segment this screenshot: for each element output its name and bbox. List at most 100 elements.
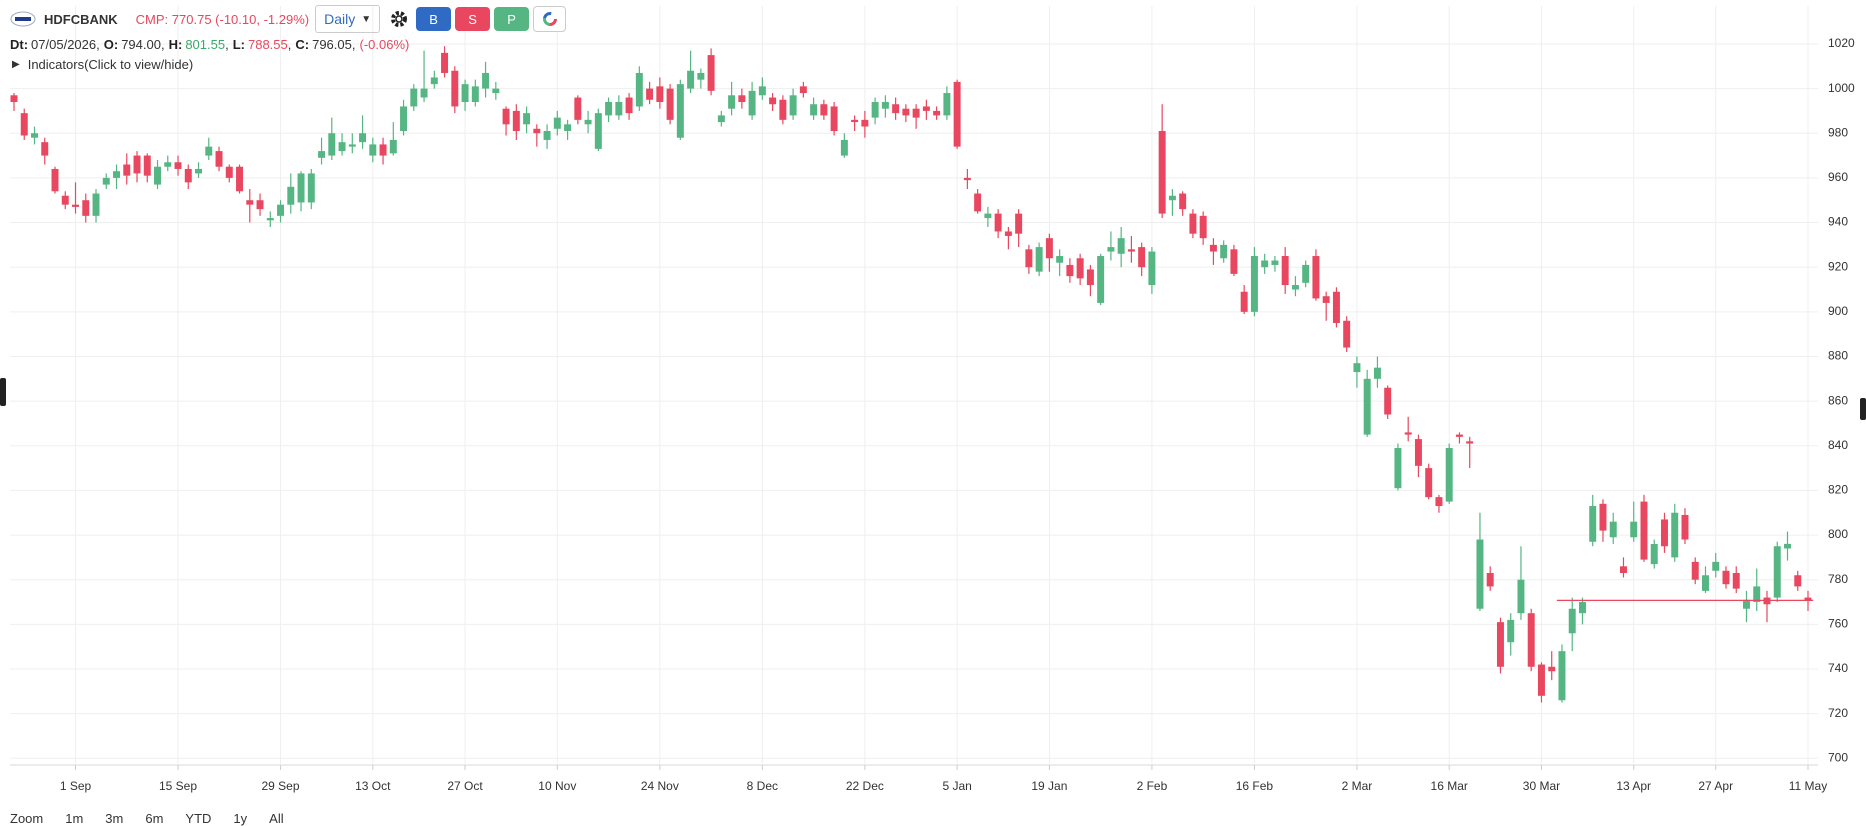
candle-body [1548,666,1556,672]
candle-body [389,139,397,154]
dropdown-arrow: ▼ [361,13,372,25]
candle-body [738,95,746,102]
candle-body [123,164,131,176]
candle-body [799,86,807,94]
candle-body [113,171,120,178]
x-tick-label: 8 Dec [747,779,778,793]
ohlc-separator: , [287,36,292,52]
x-tick-label: 2 Feb [1137,779,1168,793]
ohlc-value: (-0.06%) [359,36,410,52]
candle-body [225,166,233,178]
ohlc-label: C: [295,36,310,52]
candle-body [1537,664,1545,696]
candle-body [1660,519,1668,547]
ohlc-value: 788.55 [247,36,288,52]
candle-body [359,133,367,143]
candle-body [1527,613,1535,667]
buy-button[interactable]: B [416,7,452,31]
y-tick-label: 800 [1828,527,1848,541]
candle-body [984,213,992,219]
candle-body [328,133,336,156]
candle-body [1712,561,1720,571]
candle-body [1558,651,1566,701]
right-panel-tab[interactable] [1860,398,1866,420]
candle-body [512,110,520,132]
candle-body [1743,599,1750,609]
candle-body [400,106,408,132]
sell-button[interactable]: S [455,7,491,31]
candle-body [1343,320,1351,348]
candle-body [1168,195,1176,201]
zoom-option[interactable]: 3m [105,810,124,826]
portfolio-button[interactable]: P [494,7,530,31]
candle-body [338,142,346,152]
indicators-toggle[interactable]: ▶ Indicators(Click to view/hide) [12,56,193,72]
candle-body [184,168,192,183]
settings-icon[interactable] [390,10,408,28]
candle-body [410,88,418,107]
candle-body [1599,503,1607,531]
zoom-label: Zoom [10,810,44,826]
candle-body [615,101,623,116]
color-button[interactable] [533,6,567,32]
zoom-option[interactable]: YTD [185,810,212,826]
zoom-option[interactable]: 1y [233,810,248,826]
candle-body [1179,193,1187,210]
candle-body [1199,215,1207,239]
candle-body [758,86,766,96]
candle-body [297,173,305,203]
candle-body [1404,432,1412,435]
left-panel-tab[interactable] [0,378,6,406]
ohlc-label: H: [168,36,183,52]
candle-body [1004,231,1012,236]
x-tick-label: 13 Oct [355,779,391,793]
candle-body [1455,434,1463,437]
candle-body [1804,597,1812,601]
candle-body [1568,608,1576,634]
candle-body [861,119,869,127]
candle-body [1332,291,1340,323]
candle-body [1732,573,1740,589]
zoom-option[interactable]: All [269,810,284,826]
candle-body [1138,247,1146,268]
candle-body [266,218,274,221]
candle-body [1045,238,1053,259]
candle-body [1425,468,1433,498]
candle-body [236,166,244,192]
y-tick-label: 840 [1828,438,1848,452]
candle-body [533,128,541,134]
candle-body [851,119,859,123]
x-tick-label: 11 May [1789,779,1827,793]
candle-body [789,95,797,116]
candle-body [451,70,459,107]
y-tick-label: 880 [1828,349,1848,363]
candle-body [605,101,613,116]
candle-body [82,200,90,216]
interval-select[interactable]: Daily ▼ [315,5,381,33]
candle-body [953,81,961,147]
candle-body [1722,570,1730,585]
candle-body [1240,291,1248,312]
candle-body [1322,296,1330,303]
interval-value: Daily [324,11,356,27]
candle-body [1650,543,1658,565]
candle-body [1035,247,1043,272]
candle-body [523,113,531,125]
candle-body [1056,256,1064,263]
candle-body [1261,260,1269,268]
ohlc-label: L: [232,36,245,52]
candle-body [420,88,428,98]
candle-body [881,101,889,109]
candle-body [256,200,264,210]
candle-body [72,204,79,207]
zoom-option[interactable]: 1m [65,810,84,826]
symbol: HDFCBANK [44,11,118,27]
x-tick-label: 10 Nov [538,779,576,793]
candle-body [912,108,920,118]
candle-body [1250,256,1258,312]
y-tick-label: 1000 [1828,81,1855,95]
candle-body [287,186,295,205]
zoom-option[interactable]: 6m [145,810,164,826]
candle-body [318,151,326,158]
candle-body [1640,501,1648,560]
